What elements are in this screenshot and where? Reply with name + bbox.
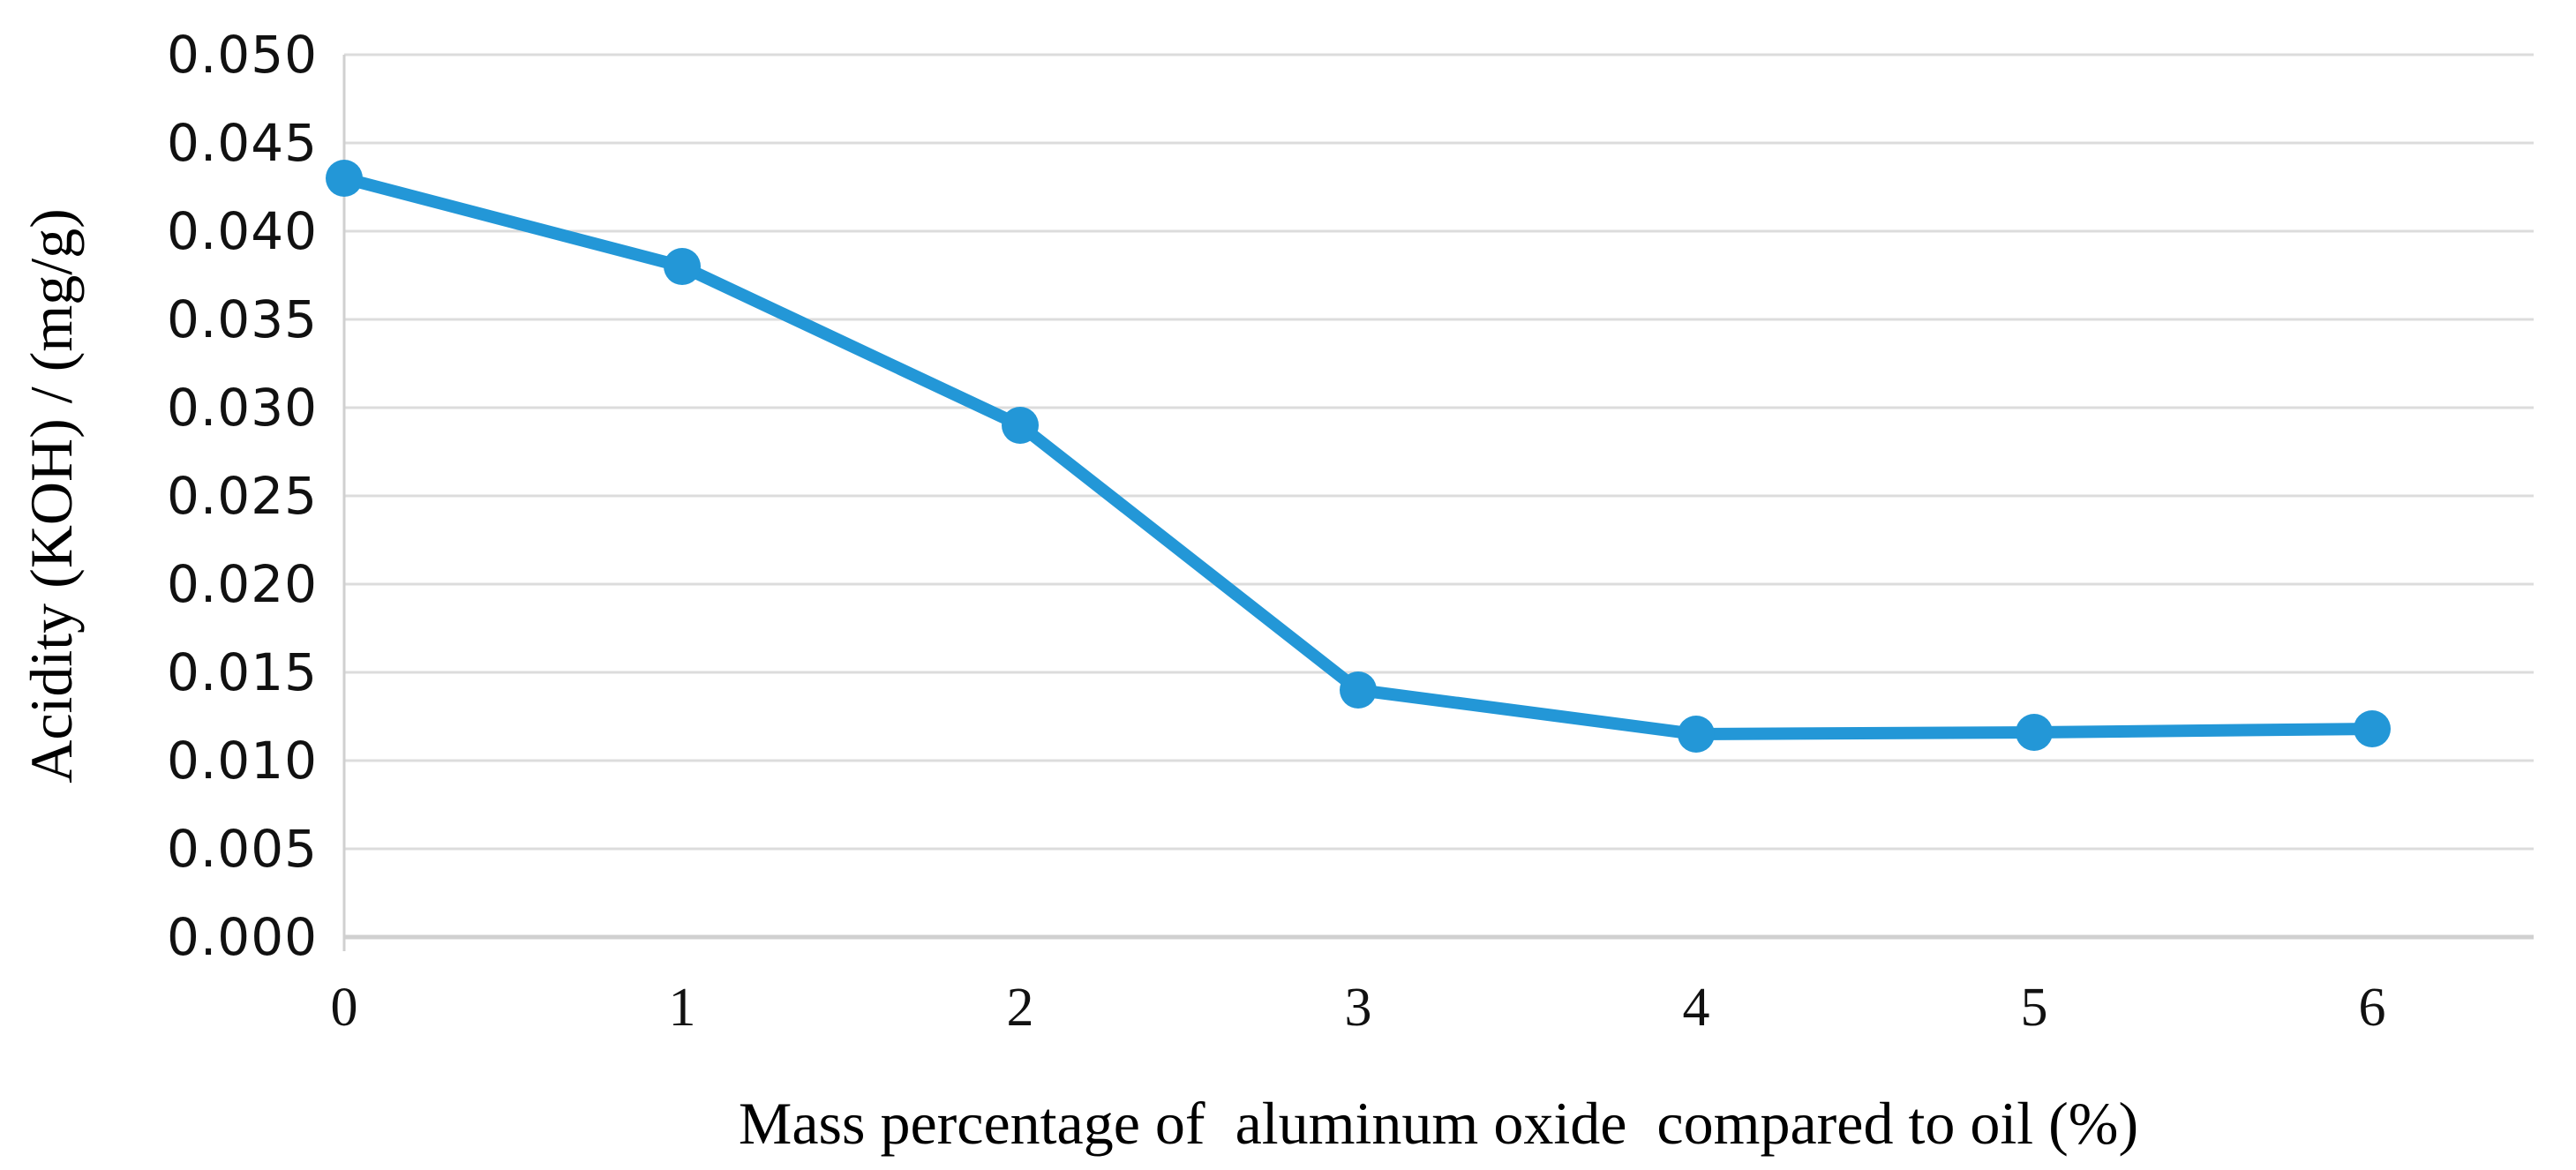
data-point-marker [1678,716,1715,753]
x-tick-label: 0 [330,978,358,1038]
data-point-marker [2354,710,2391,747]
y-axis-title: Acidity (KOH) / (mg/g) [18,208,85,784]
data-point-marker [2016,714,2053,751]
y-tick-label: 0.045 [166,113,318,173]
y-tick-label: 0.020 [166,554,318,614]
y-tick-label: 0.035 [166,289,318,349]
x-tick-label: 4 [1682,978,1710,1038]
x-tick-label: 6 [2358,978,2386,1038]
y-tick-label: 0.000 [166,907,318,967]
x-axis-title: Mass percentage of aluminum oxide compar… [738,1090,2139,1157]
y-tick-label: 0.015 [166,642,318,702]
y-tick-label: 0.040 [166,201,318,261]
x-tick-label: 1 [668,978,696,1038]
data-point-marker [1340,671,1377,709]
y-tick-label: 0.005 [166,819,318,879]
y-tick-label: 0.010 [166,731,318,791]
data-point-marker [326,160,363,197]
y-tick-label: 0.050 [166,25,318,85]
y-tick-label: 0.025 [166,466,318,526]
x-tick-label: 2 [1006,978,1034,1038]
x-tick-label: 5 [2020,978,2048,1038]
y-tick-label: 0.030 [166,378,318,438]
data-point-marker [664,248,701,285]
data-line [338,172,2378,740]
x-tick-label: 3 [1344,978,1372,1038]
data-point-marker [1002,407,1039,444]
